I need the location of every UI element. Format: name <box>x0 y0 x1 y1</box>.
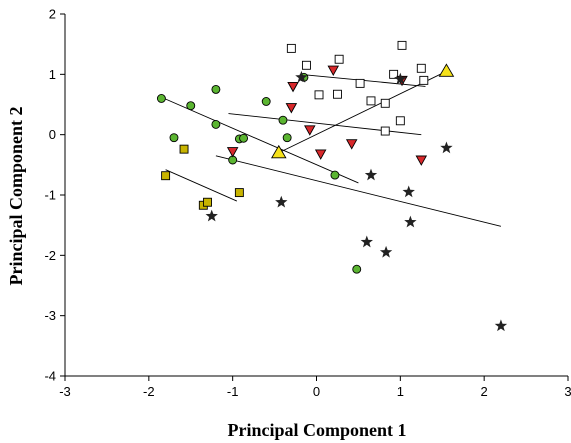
down-triangle-marker <box>285 103 298 114</box>
circle-marker <box>211 119 221 129</box>
x-tick-label: -1 <box>227 384 239 399</box>
y-axis-title: Principal Component 2 <box>6 106 26 285</box>
trend-lines <box>161 70 502 227</box>
down-triangle-marker <box>304 125 316 136</box>
up-triangle-marker <box>438 63 455 77</box>
circle-marker <box>186 101 196 111</box>
square-marker <box>203 197 212 207</box>
star-marker <box>379 245 393 258</box>
circle-marker <box>239 133 249 143</box>
y-tick-label: 1 <box>49 67 56 82</box>
circle-marker <box>330 170 340 180</box>
star-marker <box>360 235 373 248</box>
x-tick-label: 1 <box>397 384 404 399</box>
open-square-marker <box>380 98 390 108</box>
open-square-marker <box>333 89 342 99</box>
open-square-marker <box>334 54 344 64</box>
trend-line <box>228 113 422 136</box>
down-triangle-marker <box>287 81 299 93</box>
circle-marker <box>169 133 179 143</box>
x-tick-label: 3 <box>564 384 571 399</box>
open-square-marker <box>419 75 429 85</box>
open-square-marker <box>301 60 311 70</box>
circle-marker <box>352 264 362 274</box>
y-tick-label: -2 <box>44 248 56 263</box>
star-marker <box>402 185 415 198</box>
y-tick-label: -3 <box>44 308 56 323</box>
circle-marker <box>278 115 288 125</box>
open-square-marker <box>314 90 324 100</box>
open-square-marker <box>286 43 296 53</box>
circle-marker <box>261 97 271 106</box>
y-tick-label: 2 <box>49 7 56 22</box>
star-marker <box>494 319 508 332</box>
circle-marker <box>156 94 166 103</box>
down-triangle-marker <box>314 149 327 160</box>
x-tick-label: -2 <box>143 384 155 399</box>
open-square-marker <box>416 63 426 73</box>
trend-line <box>278 70 447 154</box>
down-triangle-marker <box>226 147 239 158</box>
star-marker <box>364 168 378 181</box>
star-marker <box>440 141 453 154</box>
open-square-marker <box>366 96 376 106</box>
down-triangle-marker <box>415 155 428 166</box>
star-marker <box>295 70 308 83</box>
open-square-marker <box>397 40 407 50</box>
down-triangle-marker <box>345 139 358 150</box>
open-square-marker <box>380 126 390 136</box>
y-tick-label: -4 <box>44 369 56 384</box>
star-marker <box>404 215 417 228</box>
trend-line <box>161 96 359 184</box>
y-tick-label: 0 <box>49 127 56 142</box>
circle-marker <box>282 133 292 143</box>
open-square-marker <box>389 69 399 79</box>
data-points <box>156 40 508 332</box>
trend-line <box>215 155 502 227</box>
up-triangle-marker <box>270 144 287 159</box>
star-marker <box>205 209 218 222</box>
square-marker <box>234 188 244 198</box>
x-axis-title: Principal Component 1 <box>227 420 406 440</box>
star-marker <box>275 195 288 208</box>
y-tick-label: -1 <box>44 188 56 203</box>
circle-marker <box>211 84 221 94</box>
x-tick-label: 2 <box>481 384 488 399</box>
trend-line <box>165 169 238 202</box>
open-square-marker <box>395 116 405 126</box>
x-tick-label: -3 <box>59 384 71 399</box>
open-square-marker <box>355 78 365 88</box>
x-tick-label: 0 <box>313 384 320 399</box>
square-marker <box>161 171 171 181</box>
square-marker <box>179 144 189 154</box>
star-marker <box>394 72 407 85</box>
down-triangle-marker <box>327 65 340 77</box>
